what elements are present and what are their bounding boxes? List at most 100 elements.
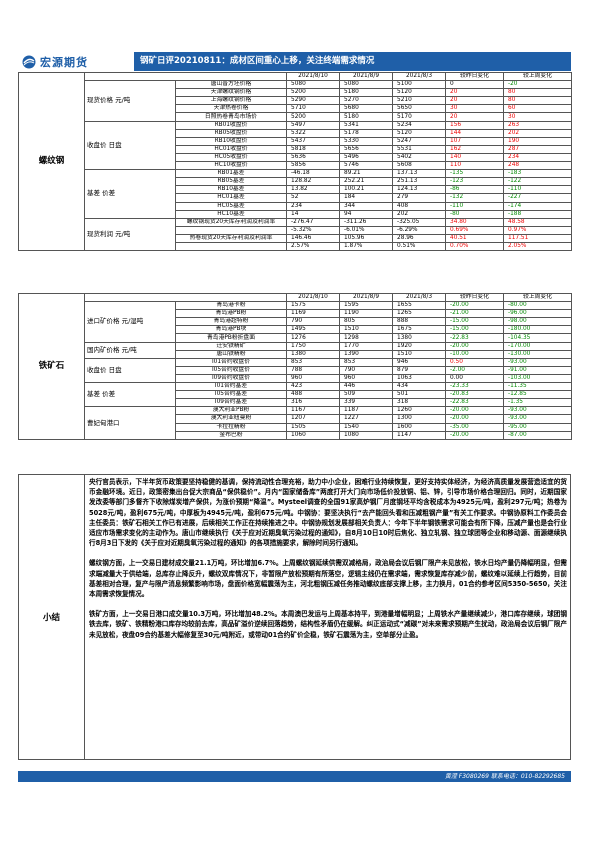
change-cell: -96.00 <box>503 309 572 319</box>
value-cell: -46.18 <box>286 169 340 179</box>
column-header: 2021/8/9 <box>339 292 393 303</box>
change-cell: -93.00 <box>503 406 572 416</box>
change-cell: 0.50 <box>445 357 504 367</box>
logo-mark-icon <box>22 55 36 68</box>
table-row: 基差 价差 RB01基差 -46.18 89.21 137.13 -135 -183 <box>19 169 572 219</box>
value-cell: 1540 <box>339 422 393 432</box>
value-cell: 1600 <box>392 422 446 432</box>
value-cell: 146.46 <box>286 233 340 243</box>
value-cell: 5247 <box>392 136 446 146</box>
change-cell: 117.51 <box>503 233 572 243</box>
value-cell: 5437 <box>286 136 340 146</box>
value-cell: 1265 <box>392 309 446 319</box>
value-cell: 5100 <box>392 80 446 90</box>
rebar-table: 螺纹钢 2021/8/10 2021/8/9 2021/8/3 较昨日变化 较上周变化 现货… <box>18 71 572 252</box>
change-cell: 34.80 <box>445 217 504 227</box>
change-cell: -20.00 <box>445 301 504 311</box>
row-label: RB05基差 <box>175 177 287 187</box>
value-cell: 5170 <box>392 112 446 122</box>
change-cell: -95.00 <box>503 422 572 432</box>
value-cell: 318 <box>392 398 446 408</box>
company-logo: 宏源期货 <box>18 52 134 71</box>
row-label: 卡拉拉精粉 <box>175 422 287 432</box>
change-cell: 0.70% <box>445 241 504 252</box>
value-cell: -6.29% <box>392 225 446 235</box>
value-cell: 5680 <box>339 104 393 114</box>
value-cell: 124.13 <box>392 185 446 195</box>
row-label: HC05收盘价 <box>175 152 287 163</box>
value-cell: 946 <box>392 357 446 367</box>
row-label <box>175 225 287 235</box>
value-cell: 1380 <box>286 349 340 359</box>
value-cell: 28.96 <box>392 233 446 243</box>
row-label: 澳大利亚PB粉 <box>175 406 287 416</box>
value-cell: 1300 <box>392 414 446 424</box>
value-cell: 5710 <box>286 104 340 114</box>
value-cell: 2.57% <box>286 241 340 252</box>
value-cell: 5270 <box>339 96 393 106</box>
change-cell: -80 <box>445 209 504 219</box>
table-row: 进口矿价格 元/湿吨 青岛港卡粉 1575 1595 1655 -20.00 -80.00 <box>19 301 572 343</box>
value-cell: 13.82 <box>286 185 340 195</box>
value-cell: -311.26 <box>339 217 393 227</box>
change-cell: 20 <box>445 96 504 106</box>
change-cell: -183 <box>503 169 572 179</box>
row-label: RB01基差 <box>175 169 287 179</box>
value-cell: 1575 <box>286 301 340 311</box>
table-row: 收盘价 日盘 RB01收盘价 5497 5341 5234 156 263 <box>19 120 572 171</box>
change-cell: 0 <box>445 80 504 90</box>
column-header: 较上周变化 <box>503 71 572 82</box>
row-label: 金布巴粉 <box>175 430 287 440</box>
value-cell: 5120 <box>392 88 446 98</box>
value-cell: 1167 <box>286 406 340 416</box>
report-header: 宏源期货 钢矿日评20210811：成材区间重心上移，关注终端需求情况 <box>18 52 571 71</box>
change-cell: 30 <box>445 104 504 114</box>
summary-paragraph-iron-ore: 铁矿方面，上一交易日港口成交量10.3万吨，环比增加48.2%。本周澳巴发运与上… <box>89 610 567 639</box>
row-label: 上海螺纹钢价格 <box>175 96 287 106</box>
value-cell: 5290 <box>286 96 340 106</box>
row-label: HC01收盘价 <box>175 144 287 154</box>
value-cell: 5120 <box>392 128 446 138</box>
change-cell: 162 <box>445 144 504 154</box>
value-cell: 5200 <box>286 88 340 98</box>
change-cell: 110 <box>445 161 504 171</box>
value-cell: 14 <box>286 209 340 219</box>
value-cell: 960 <box>339 373 393 384</box>
group-label: 国内矿价格 元/吨 <box>84 341 176 359</box>
table-row: 基差 价差 I01合约基差 423 446 434 -23.33 -11.35 <box>19 382 572 408</box>
value-cell: 1390 <box>339 349 393 359</box>
value-cell: 788 <box>286 365 340 375</box>
column-header: 2021/8/9 <box>339 71 393 82</box>
change-cell: -170.00 <box>503 341 572 351</box>
value-cell: 5496 <box>339 152 393 163</box>
column-header: 较上周变化 <box>503 292 572 303</box>
row-label: 唐山铁精粉 <box>175 349 287 359</box>
table-row: 国内矿价格 元/吨 迁安铁精矿 1750 1770 1920 -20.00 -170.00 <box>19 341 572 359</box>
row-label: I01合约收盘价 <box>175 357 287 367</box>
value-cell: 5650 <box>392 104 446 114</box>
change-cell: -132 <box>445 193 504 203</box>
row-label: 青岛港卡粉 <box>175 301 287 311</box>
section-label: 铁矿石 <box>18 293 85 440</box>
change-cell: -22.83 <box>445 398 504 408</box>
row-label: 青岛港超特粉 <box>175 317 287 327</box>
value-cell: 790 <box>339 365 393 375</box>
change-cell: -80.00 <box>503 301 572 311</box>
row-label: 螺纹钢现货20天库存利润及利润率 <box>175 217 287 227</box>
change-cell: -2.00 <box>445 365 504 375</box>
change-cell: -174 <box>503 201 572 211</box>
group-label: 现货利润 元/吨 <box>84 217 176 252</box>
group-label: 现货价格 元/吨 <box>84 80 176 122</box>
change-cell: -110 <box>503 185 572 195</box>
column-header: 较昨日变化 <box>445 71 504 82</box>
value-cell: 1595 <box>339 301 393 311</box>
change-cell: 20 <box>445 112 504 122</box>
change-cell: 0.00 <box>445 373 504 384</box>
header-row: 铁矿石 2021/8/10 2021/8/9 2021/8/3 较昨日变化 较上周变化 <box>18 292 572 440</box>
change-cell: -123 <box>445 177 504 187</box>
change-cell: -93.00 <box>503 414 572 424</box>
value-cell: 344 <box>339 201 393 211</box>
value-cell: 805 <box>339 317 393 327</box>
change-cell: 107 <box>445 136 504 146</box>
value-cell: 1190 <box>339 309 393 319</box>
